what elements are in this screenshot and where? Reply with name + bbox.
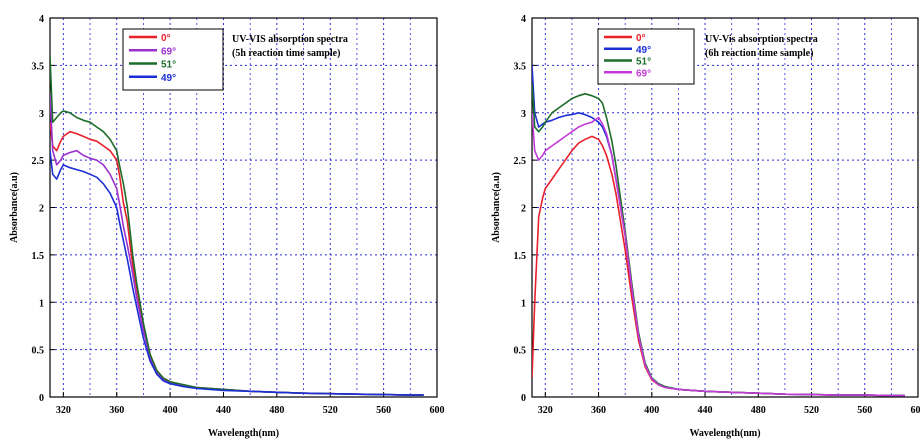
x-tick-label: 560 (376, 405, 391, 416)
x-tick-label: 480 (269, 405, 284, 416)
x-tick-label: 560 (857, 405, 872, 416)
series-line-3 (532, 84, 905, 397)
series-line-1 (50, 122, 424, 396)
legend-box (122, 28, 224, 91)
chart-1: 320 360 400 440 480 520 560 600 0 0.5 1 1.5 2 2.5 3 3.5… (9, 14, 445, 439)
x-tick-label: 400 (644, 405, 659, 416)
x-tick-label: 400 (163, 405, 178, 416)
x-tick-label: 480 (751, 405, 766, 416)
y-axis-label: Absorbance(a.u) (9, 172, 20, 243)
y-tick-label: 1 (39, 298, 44, 309)
y-tick-label: 1.5 (514, 251, 527, 262)
x-tick-label: 440 (698, 405, 713, 416)
y-tick-label: 2.5 (32, 156, 45, 167)
chart-title-line: (5h reaction time sample) (232, 48, 340, 59)
legend-label: 51° (636, 57, 651, 68)
x-tick-label: 520 (323, 405, 338, 416)
y-axis-label: Absorbance(a.u) (491, 172, 502, 243)
legend-label: 69° (636, 68, 651, 79)
y-tick-label: 3 (39, 109, 44, 120)
series-line-1 (532, 135, 905, 397)
legend-label: 49° (636, 45, 651, 56)
y-tick-label: 2.5 (514, 156, 527, 167)
legend-label: 51° (161, 60, 176, 71)
y-tick-label: 3.5 (32, 61, 45, 72)
y-tick-label: 0.5 (514, 346, 527, 357)
x-tick-label: 320 (538, 405, 553, 416)
plot-frame (531, 17, 919, 398)
plot-frame (49, 17, 438, 398)
chart-title-line: (6h reaction time sample) (705, 48, 813, 59)
legend-label: 0° (636, 33, 646, 44)
series-line-2 (532, 65, 905, 397)
y-tick-label: 0.5 (32, 346, 45, 357)
x-tick-label: 600 (430, 405, 445, 416)
chart-title-line: UV-VIS absorption spectra (232, 34, 348, 45)
y-tick-label: 4 (39, 14, 44, 25)
x-tick-label: 360 (109, 405, 124, 416)
legend-label: 69° (161, 46, 176, 57)
x-tick-label: 360 (591, 405, 606, 416)
x-axis-label: Wavelength(nm) (689, 428, 760, 439)
x-tick-label: 600 (911, 405, 920, 416)
x-tick-label: 440 (216, 405, 231, 416)
y-tick-label: 3 (521, 109, 526, 120)
y-tick-label: 0 (521, 393, 526, 404)
series-line-4 (50, 150, 424, 396)
series-line-3 (50, 55, 424, 396)
chart-2: 320 360 400 440 480 520 560 600 0 0.5 1 1.5 2 2.5 3 3.5… (491, 14, 920, 439)
y-tick-label: 2 (521, 204, 526, 215)
x-axis-label: Wavelength(nm) (208, 428, 279, 439)
y-tick-label: 2 (39, 204, 44, 215)
x-tick-label: 320 (56, 405, 71, 416)
y-tick-label: 0 (39, 393, 44, 404)
legend-label: 0° (161, 33, 171, 44)
y-tick-label: 1 (521, 298, 526, 309)
legend-label: 49° (161, 73, 176, 84)
y-tick-label: 1.5 (32, 251, 45, 262)
chart-title-line: UV-Vis absorption spectra (705, 34, 818, 45)
x-tick-label: 520 (804, 405, 819, 416)
series-line-4 (532, 112, 905, 397)
y-tick-label: 3.5 (514, 61, 527, 72)
y-tick-label: 4 (521, 14, 526, 25)
